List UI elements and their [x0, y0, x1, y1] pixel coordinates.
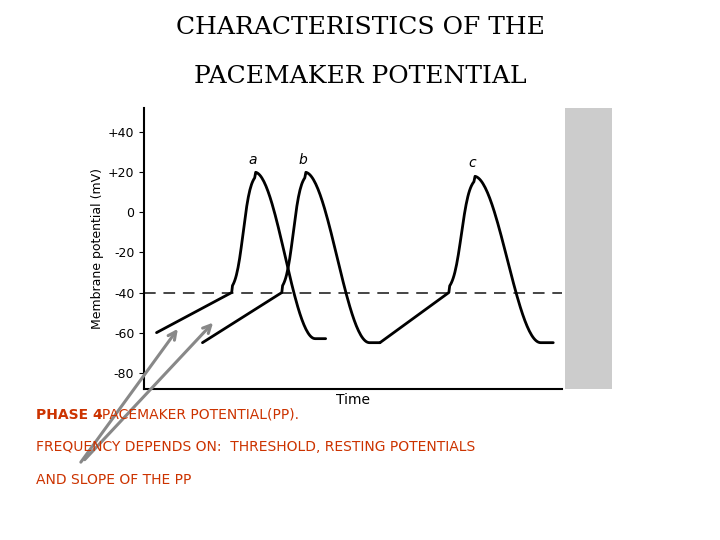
Text: b: b	[298, 153, 307, 167]
Text: FREQUENCY DEPENDS ON:  THRESHOLD, RESTING POTENTIALS: FREQUENCY DEPENDS ON: THRESHOLD, RESTING…	[36, 440, 475, 454]
Text: PACEMAKER POTENTIAL: PACEMAKER POTENTIAL	[194, 65, 526, 88]
Text: AND SLOPE OF THE PP: AND SLOPE OF THE PP	[36, 472, 192, 487]
X-axis label: Time: Time	[336, 393, 370, 407]
Text: CHARACTERISTICS OF THE: CHARACTERISTICS OF THE	[176, 16, 544, 39]
Text: -PACEMAKER POTENTIAL(PP).: -PACEMAKER POTENTIAL(PP).	[97, 408, 300, 422]
Y-axis label: Membrane potential (mV): Membrane potential (mV)	[91, 168, 104, 329]
Text: c: c	[468, 156, 476, 170]
Text: PHASE 4: PHASE 4	[36, 408, 103, 422]
Text: a: a	[248, 153, 257, 167]
